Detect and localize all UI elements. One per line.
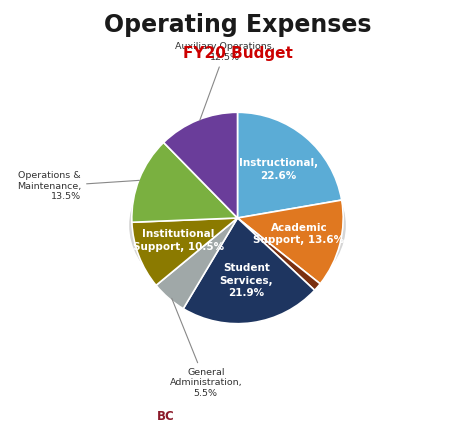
- Text: Academic
Support, 13.6%: Academic Support, 13.6%: [253, 222, 344, 245]
- Text: Auxiliary Operations,
12.5%: Auxiliary Operations, 12.5%: [175, 42, 275, 120]
- Text: Institutional
Support, 10.5%: Institutional Support, 10.5%: [133, 229, 224, 252]
- Wedge shape: [238, 200, 343, 284]
- Wedge shape: [163, 112, 238, 218]
- Text: BC: BC: [156, 410, 174, 423]
- Wedge shape: [238, 112, 342, 218]
- FancyBboxPatch shape: [133, 402, 197, 433]
- Text: COLLEGE: COLLEGE: [330, 410, 388, 423]
- Text: Operating Expenses: Operating Expenses: [104, 13, 371, 37]
- Wedge shape: [156, 218, 238, 309]
- Ellipse shape: [129, 143, 346, 307]
- Text: Student
Services,
21.9%: Student Services, 21.9%: [219, 263, 273, 298]
- Text: Instructional,
22.6%: Instructional, 22.6%: [239, 158, 318, 181]
- Wedge shape: [132, 143, 238, 222]
- Text: General
Administration,
5.5%: General Administration, 5.5%: [170, 298, 242, 398]
- Wedge shape: [238, 218, 320, 290]
- Text: BRIDGEWATER: BRIDGEWATER: [209, 410, 310, 423]
- Wedge shape: [132, 218, 238, 285]
- Wedge shape: [183, 218, 314, 324]
- Text: Operations &
Maintenance,
13.5%: Operations & Maintenance, 13.5%: [17, 171, 140, 201]
- Text: FY20 Budget: FY20 Budget: [182, 46, 293, 61]
